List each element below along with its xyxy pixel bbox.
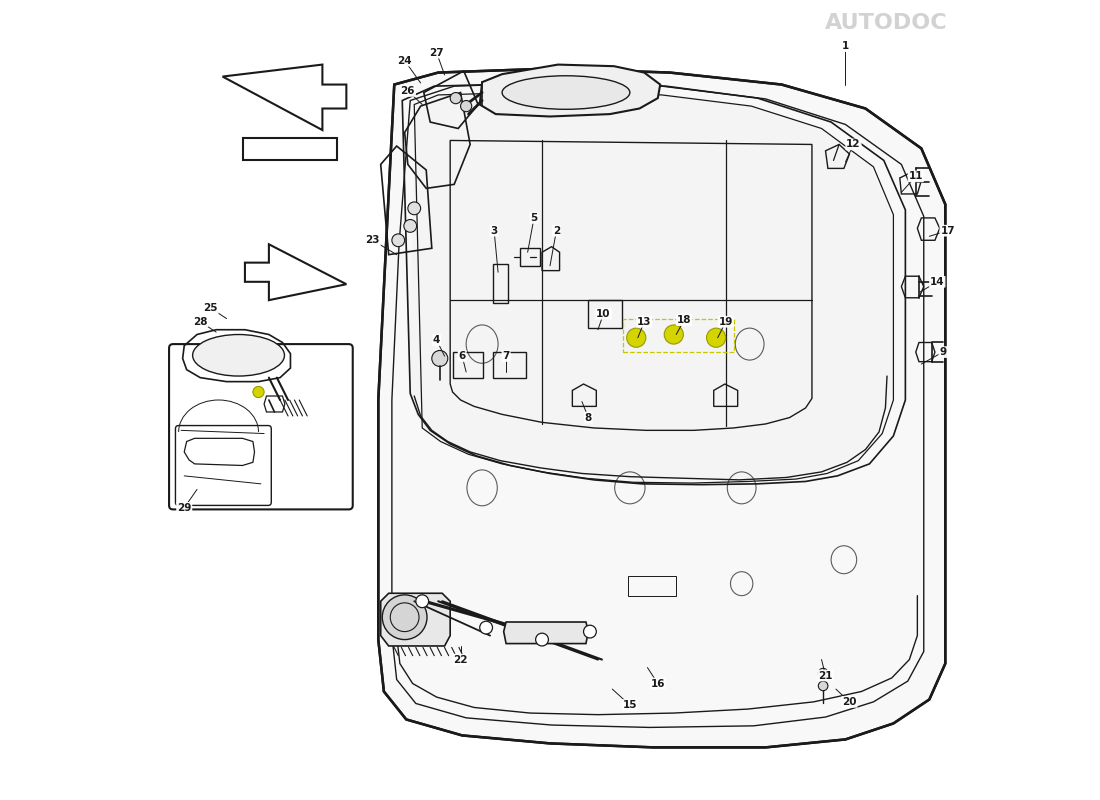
Text: 23: 23 (365, 235, 380, 246)
Bar (519, 248, 540, 266)
FancyBboxPatch shape (169, 344, 353, 510)
Circle shape (383, 595, 427, 639)
Text: 22: 22 (453, 654, 468, 665)
Circle shape (408, 202, 420, 214)
Text: 28: 28 (192, 317, 208, 326)
Text: 27: 27 (429, 48, 444, 58)
Polygon shape (245, 244, 346, 300)
Circle shape (583, 626, 596, 638)
Circle shape (627, 328, 646, 347)
Polygon shape (381, 594, 450, 646)
Text: AUTODOC: AUTODOC (504, 313, 947, 391)
Text: 6: 6 (459, 351, 465, 361)
Circle shape (818, 681, 828, 690)
Ellipse shape (192, 334, 285, 376)
Circle shape (416, 595, 429, 608)
Text: 3: 3 (491, 226, 497, 236)
Text: 26: 26 (400, 86, 415, 96)
Polygon shape (408, 92, 892, 480)
Bar (493, 352, 526, 378)
Polygon shape (378, 69, 945, 747)
Text: 21: 21 (818, 670, 833, 681)
Text: 14: 14 (930, 277, 945, 287)
Circle shape (392, 234, 405, 246)
Text: 29: 29 (177, 503, 191, 513)
Text: 15: 15 (623, 700, 637, 710)
Text: 1: 1 (842, 42, 849, 51)
Text: 7: 7 (503, 351, 509, 361)
Polygon shape (504, 622, 588, 643)
Circle shape (404, 219, 417, 232)
Circle shape (818, 668, 828, 678)
Bar (628, 576, 676, 596)
Text: 16: 16 (650, 678, 666, 689)
Circle shape (480, 622, 493, 634)
Circle shape (253, 386, 264, 398)
Circle shape (706, 328, 726, 347)
Text: 24: 24 (397, 55, 412, 66)
Bar (493, 264, 508, 302)
Polygon shape (222, 65, 346, 130)
Text: 13: 13 (637, 317, 651, 326)
FancyBboxPatch shape (176, 426, 272, 506)
Text: 17: 17 (940, 226, 955, 236)
Text: 25: 25 (204, 303, 218, 313)
Circle shape (536, 633, 549, 646)
Bar (588, 300, 621, 328)
Text: 2: 2 (553, 226, 560, 236)
Circle shape (450, 93, 461, 104)
Text: 11: 11 (909, 171, 923, 182)
Text: 5: 5 (530, 213, 538, 223)
Text: 9: 9 (939, 347, 946, 357)
Ellipse shape (502, 76, 630, 110)
Text: 20: 20 (843, 697, 857, 707)
Text: 8: 8 (585, 413, 592, 422)
Text: 10: 10 (596, 309, 611, 318)
Circle shape (664, 325, 683, 344)
Bar (242, 138, 337, 161)
Bar (452, 352, 483, 378)
Circle shape (461, 101, 472, 112)
Text: 19: 19 (718, 317, 733, 326)
Text: 12: 12 (846, 139, 860, 150)
Circle shape (432, 350, 448, 366)
Text: 18: 18 (676, 315, 692, 325)
Text: 4: 4 (433, 335, 440, 345)
Polygon shape (480, 65, 660, 117)
Text: a passion for the right parts: a passion for the right parts (509, 467, 782, 524)
Bar (624, 318, 734, 352)
Text: AUTODOC: AUTODOC (825, 13, 948, 33)
